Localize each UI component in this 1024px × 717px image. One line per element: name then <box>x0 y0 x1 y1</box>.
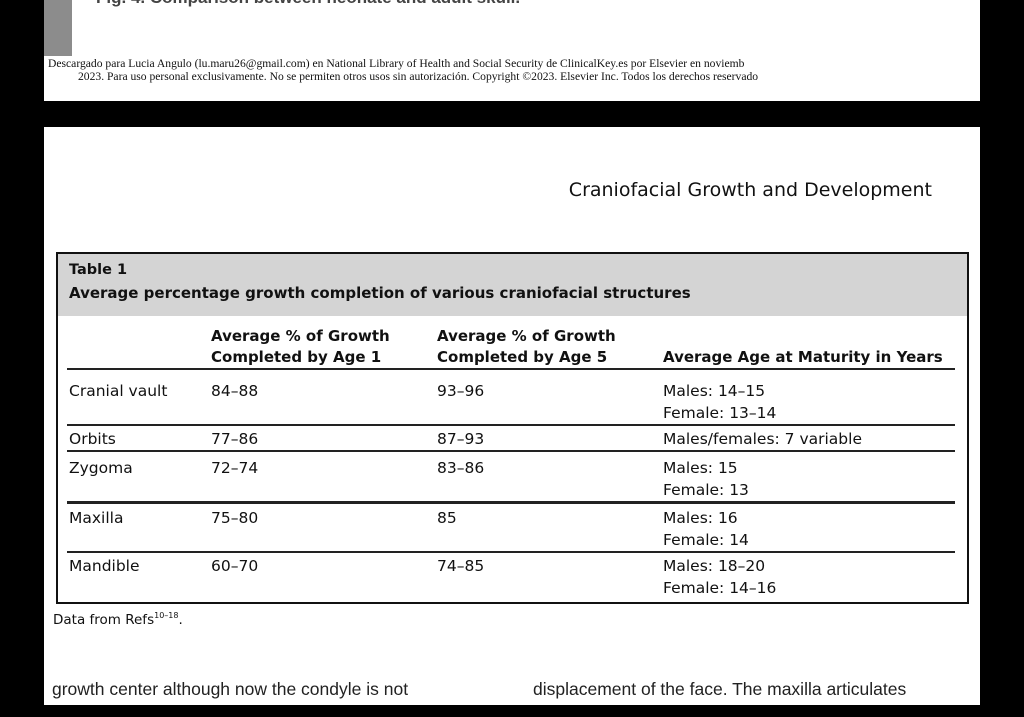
column-header-age1-line1: Average % of Growth <box>211 327 390 345</box>
figure-caption-cut: Fig. 4. Comparison between neonate and a… <box>96 0 520 8</box>
header-rule <box>67 368 955 370</box>
row-zygoma-age1: 72–74 <box>211 459 259 477</box>
growth-table: Table 1 Average percentage growth comple… <box>56 252 969 604</box>
page-edge-tab <box>44 0 72 56</box>
row-zygoma-maturity-males: Males: 15 <box>663 459 738 477</box>
download-notice: Descargado para Lucia Angulo (lu.maru26@… <box>48 57 980 83</box>
row-mandible-age5: 74–85 <box>437 557 485 575</box>
footnote-end: . <box>178 612 183 628</box>
row-zygoma-age5: 83–86 <box>437 459 485 477</box>
column-header-age5: Average % of Growth Completed by Age 5 <box>437 326 616 368</box>
row-zygoma-maturity-female: Female: 13 <box>663 481 749 499</box>
row-cranial-vault-age5: 93–96 <box>437 382 485 400</box>
column-header-age1: Average % of Growth Completed by Age 1 <box>211 326 390 368</box>
row-rule <box>67 424 955 426</box>
row-orbits-age1: 77–86 <box>211 430 259 448</box>
column-header-age5-line1: Average % of Growth <box>437 327 616 345</box>
row-rule <box>67 501 955 504</box>
body-text-left-column: growth center although now the condyle i… <box>52 679 409 699</box>
row-maxilla-age5: 85 <box>437 509 457 527</box>
row-maxilla-age1: 75–80 <box>211 509 259 527</box>
footnote-refs: 10–18 <box>154 611 179 620</box>
row-cranial-vault-maturity-males: Males: 14–15 <box>663 382 766 400</box>
row-zygoma-structure: Zygoma <box>69 459 133 477</box>
column-header-maturity: Average Age at Maturity in Years <box>663 348 943 366</box>
table-number: Table 1 <box>69 262 128 278</box>
row-cranial-vault-structure: Cranial vault <box>69 382 168 400</box>
row-maxilla-maturity-males: Males: 16 <box>663 509 738 527</box>
row-cranial-vault-age1: 84–88 <box>211 382 259 400</box>
column-header-age5-line2: Completed by Age 5 <box>437 348 608 366</box>
running-head: Craniofacial Growth and Development <box>568 179 932 201</box>
row-orbits-age5: 87–93 <box>437 430 485 448</box>
column-header-age1-line2: Completed by Age 1 <box>211 348 382 366</box>
row-rule <box>67 551 955 553</box>
row-maxilla-maturity-female: Female: 14 <box>663 531 749 549</box>
table-header: Table 1 Average percentage growth comple… <box>58 254 967 316</box>
previous-page-fragment: Fig. 4. Comparison between neonate and a… <box>44 0 980 101</box>
row-mandible-maturity-males: Males: 18–20 <box>663 557 766 575</box>
download-notice-line-2: 2023. Para uso personal exclusivamente. … <box>78 69 759 83</box>
row-mandible-age1: 60–70 <box>211 557 259 575</box>
row-mandible-maturity-female: Female: 14–16 <box>663 579 777 597</box>
row-cranial-vault-maturity-female: Female: 13–14 <box>663 404 777 422</box>
body-text-right-column: displacement of the face. The maxilla ar… <box>533 679 907 699</box>
download-notice-line-1: Descargado para Lucia Angulo (lu.maru26@… <box>48 57 745 70</box>
row-mandible-structure: Mandible <box>69 557 140 575</box>
row-rule <box>67 450 955 452</box>
document-page: Craniofacial Growth and Development Tabl… <box>44 127 980 705</box>
row-orbits-structure: Orbits <box>69 430 116 448</box>
table-footnote: Data from Refs10–18. <box>53 611 183 628</box>
footnote-text: Data from Refs <box>53 612 155 628</box>
row-maxilla-structure: Maxilla <box>69 509 124 527</box>
row-orbits-maturity: Males/females: 7 variable <box>663 430 862 448</box>
table-title: Average percentage growth completion of … <box>69 284 691 302</box>
